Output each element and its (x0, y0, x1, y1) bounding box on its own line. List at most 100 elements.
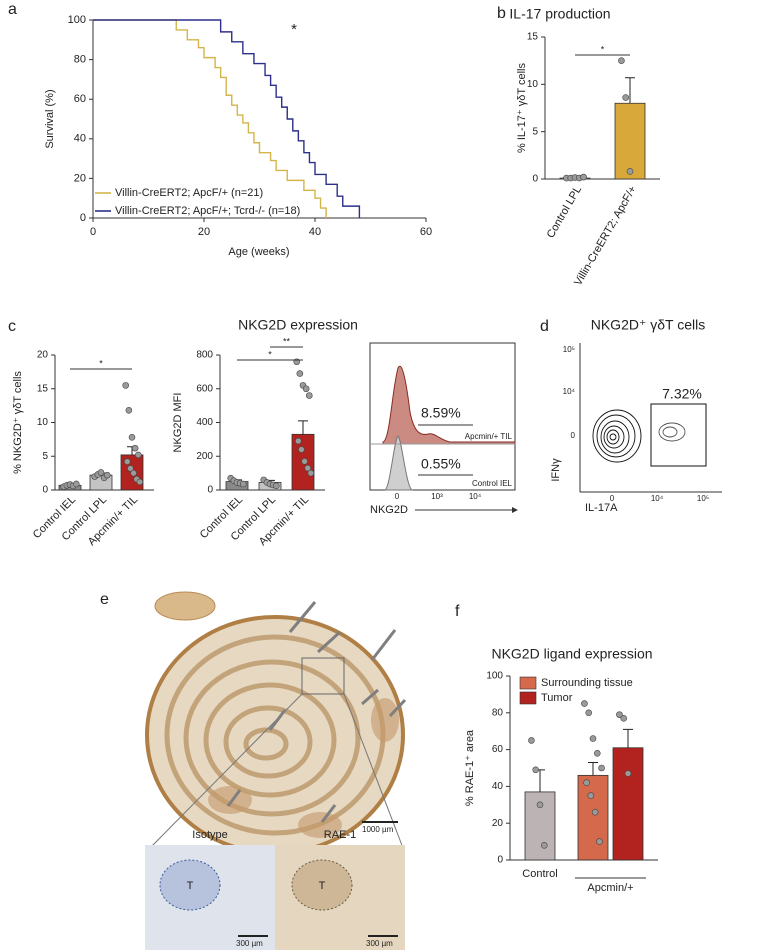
gate-value: 0.55% (421, 456, 461, 472)
x-tick-label: 0 (90, 226, 96, 238)
histogram-tumor (382, 365, 516, 445)
y-tick-label: 800 (196, 350, 213, 361)
significance-label: * (601, 44, 605, 54)
x-tick-label: Villin-CreERT2; ApcF/+ (572, 184, 639, 288)
arrow (288, 601, 317, 633)
y-tick-label: 20 (37, 350, 49, 361)
tumor-region (291, 859, 353, 911)
x-tick-label: 10⁴ (469, 492, 482, 501)
y-tick-label: 15 (527, 32, 539, 43)
y-tick-label: 0 (497, 855, 503, 866)
bar (577, 774, 609, 861)
x-tick-label: 0 (610, 494, 615, 503)
annotation: * (291, 21, 297, 38)
gate (650, 403, 707, 467)
y-tick-label: 400 (196, 417, 213, 428)
y-tick-label: 0 (532, 174, 538, 185)
contour (658, 422, 686, 442)
data-point (103, 471, 111, 479)
y-tick-label: 10 (527, 79, 539, 90)
x-tick-label: Control LPL (545, 184, 584, 240)
y-tick-label: 10 (37, 417, 49, 428)
data-point (622, 94, 630, 101)
data-point (125, 407, 133, 414)
chart-title: NKG2D expression (238, 317, 358, 333)
data-point (580, 173, 587, 181)
panel-label: c (8, 318, 16, 335)
tumor-region (159, 859, 221, 911)
significance-label: * (99, 358, 103, 368)
scale-label: 1000 µm (362, 825, 394, 834)
region-label: T (319, 880, 326, 892)
data-point (301, 458, 308, 465)
data-point (585, 709, 593, 717)
data-point (528, 737, 535, 744)
group-label: Apcmin/+ (587, 882, 633, 894)
x-tick-label: 0 (395, 492, 400, 501)
bar (614, 102, 646, 180)
data-point (134, 451, 142, 459)
panel-label: b (497, 5, 506, 22)
panel-label: d (540, 318, 549, 335)
tissue-fold (183, 659, 361, 817)
survival-curve (93, 19, 327, 218)
significance-label: * (268, 349, 272, 359)
tumor (371, 698, 399, 742)
significance-label: ** (283, 336, 291, 346)
y-axis-label: IFNγ (550, 458, 562, 482)
chart-title: NKG2D ligand expression (491, 646, 652, 662)
data-point (307, 469, 315, 477)
data-point (127, 465, 134, 472)
arrow (370, 629, 397, 661)
chart-title: IL-17 production (509, 6, 610, 22)
inset-box (301, 657, 345, 695)
error-bar (298, 420, 308, 435)
data-point (302, 385, 310, 393)
x-axis-label: NKG2D (370, 504, 408, 516)
panel-label: a (8, 1, 17, 18)
data-point (123, 458, 131, 465)
data-point (618, 57, 625, 64)
arrow-head (512, 507, 518, 513)
y-axis-label: % NKG2D⁺ γδT cells (12, 371, 24, 474)
y-tick-label: 40 (492, 781, 504, 792)
gate-value: 8.59% (421, 405, 461, 421)
data-point (626, 168, 634, 175)
data-point (296, 370, 304, 377)
micrograph: 1000 µm Isotype RAE-1 T T 300 µm 300 µm (145, 591, 407, 950)
panel-label: e (100, 591, 109, 608)
data-point (616, 711, 623, 718)
x-axis-label: Age (weeks) (228, 246, 289, 258)
data-point (304, 464, 312, 472)
arrow (226, 789, 242, 807)
gate-value: 7.32% (662, 386, 702, 402)
x-axis-label: IL-17A (585, 502, 618, 514)
legend-label: Tumor (541, 692, 573, 704)
region-label: T (187, 880, 194, 892)
y-tick-label: 20 (74, 172, 86, 184)
data-point (596, 838, 603, 845)
x-tick-label: Control (522, 868, 557, 880)
y-tick-label: 10⁵ (563, 345, 575, 354)
error-bar (623, 728, 633, 748)
legend-swatch (519, 691, 537, 705)
data-point (272, 482, 280, 490)
error-bar (588, 761, 598, 776)
arrow (316, 630, 342, 654)
tissue-fold (203, 682, 337, 798)
data-point (593, 749, 601, 757)
tissue-fold (223, 705, 313, 779)
contour (662, 426, 678, 438)
tumor (208, 786, 252, 814)
x-tick-label: 10³ (431, 492, 443, 501)
x-tick-label: 10⁴ (651, 494, 664, 503)
y-tick-label: 100 (68, 14, 86, 26)
data-point (128, 434, 136, 441)
data-point (72, 480, 80, 488)
y-axis-label: % IL-17⁺ γδT cells (516, 63, 528, 153)
y-tick-label: 80 (492, 707, 504, 718)
data-point (540, 841, 548, 849)
contour (600, 420, 630, 454)
y-tick-label: 80 (74, 54, 86, 66)
